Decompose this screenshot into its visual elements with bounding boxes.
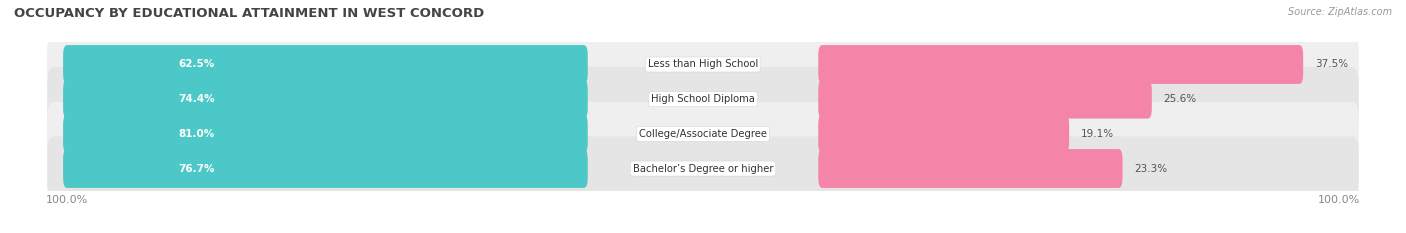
Text: 74.4%: 74.4% bbox=[179, 94, 215, 104]
FancyBboxPatch shape bbox=[818, 45, 1303, 84]
Text: OCCUPANCY BY EDUCATIONAL ATTAINMENT IN WEST CONCORD: OCCUPANCY BY EDUCATIONAL ATTAINMENT IN W… bbox=[14, 7, 484, 20]
FancyBboxPatch shape bbox=[818, 149, 1122, 188]
FancyBboxPatch shape bbox=[63, 45, 588, 84]
FancyBboxPatch shape bbox=[63, 149, 588, 188]
FancyBboxPatch shape bbox=[63, 80, 588, 119]
Text: 25.6%: 25.6% bbox=[1164, 94, 1197, 104]
FancyBboxPatch shape bbox=[818, 80, 1152, 119]
FancyBboxPatch shape bbox=[48, 137, 1358, 201]
Text: 62.5%: 62.5% bbox=[179, 59, 214, 69]
Text: 19.1%: 19.1% bbox=[1081, 129, 1114, 139]
Text: 76.7%: 76.7% bbox=[179, 164, 215, 174]
FancyBboxPatch shape bbox=[48, 32, 1358, 96]
FancyBboxPatch shape bbox=[48, 67, 1358, 131]
Text: 81.0%: 81.0% bbox=[179, 129, 214, 139]
Text: Less than High School: Less than High School bbox=[648, 59, 758, 69]
Text: High School Diploma: High School Diploma bbox=[651, 94, 755, 104]
Text: College/Associate Degree: College/Associate Degree bbox=[638, 129, 768, 139]
FancyBboxPatch shape bbox=[48, 102, 1358, 166]
Text: Source: ZipAtlas.com: Source: ZipAtlas.com bbox=[1288, 7, 1392, 17]
Text: 37.5%: 37.5% bbox=[1315, 59, 1348, 69]
Text: 23.3%: 23.3% bbox=[1135, 164, 1167, 174]
Text: Bachelor’s Degree or higher: Bachelor’s Degree or higher bbox=[633, 164, 773, 174]
FancyBboxPatch shape bbox=[818, 114, 1069, 153]
FancyBboxPatch shape bbox=[63, 114, 588, 153]
